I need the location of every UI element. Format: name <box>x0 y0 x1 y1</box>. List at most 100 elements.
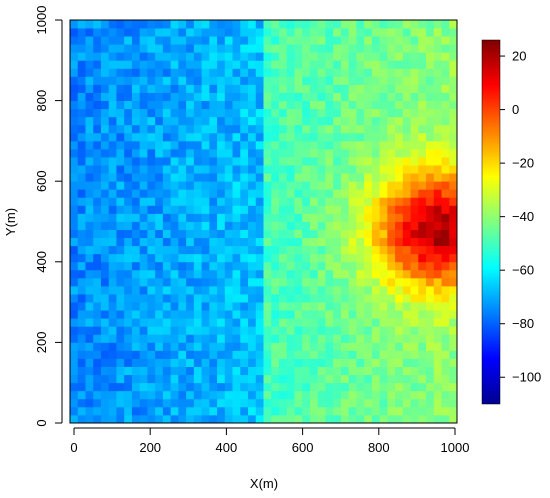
heatmap-cell <box>379 350 388 359</box>
heatmap-cell <box>433 366 442 376</box>
heatmap-cell <box>85 382 94 392</box>
heatmap-cell <box>410 60 419 69</box>
heatmap-cell <box>379 310 388 319</box>
heatmap-cell <box>93 390 102 400</box>
heatmap-cell <box>193 36 202 45</box>
heatmap-cell <box>364 100 373 110</box>
heatmap-cell <box>379 237 388 247</box>
heatmap-cell <box>232 132 241 142</box>
heatmap-cell <box>379 124 388 134</box>
heatmap-cell <box>255 358 264 367</box>
heatmap-cell <box>116 124 125 134</box>
heatmap-cell <box>124 140 133 150</box>
heatmap-cell <box>108 285 117 295</box>
heatmap-cell <box>224 342 233 351</box>
heatmap-cell <box>124 229 133 239</box>
heatmap-cell <box>294 261 303 271</box>
heatmap-cell <box>155 342 164 351</box>
heatmap-cell <box>240 294 249 303</box>
heatmap-cell <box>278 181 288 190</box>
heatmap-cell <box>170 157 179 166</box>
heatmap-cell <box>100 302 110 311</box>
heatmap-cell <box>240 358 249 367</box>
heatmap-cell <box>317 84 326 93</box>
heatmap-cell <box>217 294 226 303</box>
heatmap-cell <box>395 310 404 319</box>
heatmap-cell <box>93 310 102 319</box>
heatmap-cell <box>271 36 280 45</box>
heatmap-cell <box>356 366 365 376</box>
heatmap-cell <box>224 382 233 392</box>
heatmap-cell <box>108 197 117 206</box>
heatmap-cell <box>209 60 218 69</box>
heatmap-cell <box>124 261 133 271</box>
heatmap-cell <box>286 84 295 93</box>
heatmap-cell <box>441 68 450 77</box>
heatmap-cell <box>325 366 334 376</box>
heatmap-cell <box>333 60 342 69</box>
heatmap-cell <box>108 140 117 150</box>
heatmap-cell <box>309 157 319 166</box>
heatmap-cell <box>356 181 365 190</box>
heatmap-cell <box>100 366 110 376</box>
heatmap-cell <box>209 390 218 400</box>
heatmap-cell <box>93 76 102 85</box>
heatmap-cell <box>201 165 210 174</box>
heatmap-cell <box>402 229 411 239</box>
heatmap-cell <box>170 294 179 303</box>
heatmap-cell <box>449 326 458 335</box>
heatmap-cell <box>317 294 326 303</box>
heatmap-cell <box>402 148 411 158</box>
heatmap-cell <box>302 285 311 295</box>
heatmap-cell <box>278 382 288 392</box>
heatmap-cell <box>278 406 288 416</box>
heatmap-cell <box>70 173 79 182</box>
heatmap-cell <box>155 173 164 182</box>
heatmap-cell <box>170 148 179 158</box>
heatmap-cell <box>278 52 288 61</box>
heatmap-cell <box>364 350 373 359</box>
heatmap-cell <box>124 269 133 279</box>
heatmap-cell <box>147 20 156 29</box>
heatmap-cell <box>70 44 79 53</box>
heatmap-cell <box>294 406 303 416</box>
heatmap-cell <box>139 92 148 101</box>
heatmap-cell <box>426 414 435 424</box>
heatmap-cell <box>116 173 125 182</box>
heatmap-cell <box>426 36 435 45</box>
heatmap-cell <box>278 173 288 182</box>
heatmap-cell <box>263 310 272 319</box>
heatmap-cell <box>317 253 326 263</box>
heatmap-cell <box>371 318 380 327</box>
heatmap-cell <box>371 92 380 101</box>
heatmap-cell <box>201 366 210 376</box>
heatmap-cell <box>240 108 249 118</box>
heatmap-cell <box>371 132 380 142</box>
heatmap-cell <box>309 189 319 198</box>
heatmap-cell <box>426 205 435 214</box>
heatmap-cell <box>232 60 241 69</box>
heatmap-cell <box>240 116 249 126</box>
heatmap-cell <box>317 414 326 424</box>
heatmap-cell <box>325 165 334 174</box>
heatmap-cell <box>294 76 303 85</box>
heatmap-cell <box>278 374 288 384</box>
heatmap-cell <box>201 20 210 29</box>
heatmap-cell <box>348 253 357 263</box>
heatmap-cell <box>325 181 334 190</box>
heatmap-cell <box>433 20 442 29</box>
heatmap-cell <box>124 76 133 85</box>
heatmap-cell <box>224 108 233 118</box>
heatmap-cell <box>155 157 164 166</box>
heatmap-cell <box>108 342 117 351</box>
heatmap-cell <box>85 406 94 416</box>
heatmap-cell <box>224 157 233 166</box>
heatmap-cell <box>364 277 373 287</box>
heatmap-cell <box>85 310 94 319</box>
heatmap-cell <box>193 302 202 311</box>
heatmap-cell <box>162 173 172 182</box>
heatmap-cell <box>278 310 288 319</box>
heatmap-cell <box>402 60 411 69</box>
heatmap-cell <box>286 140 295 150</box>
heatmap-cell <box>309 165 319 174</box>
